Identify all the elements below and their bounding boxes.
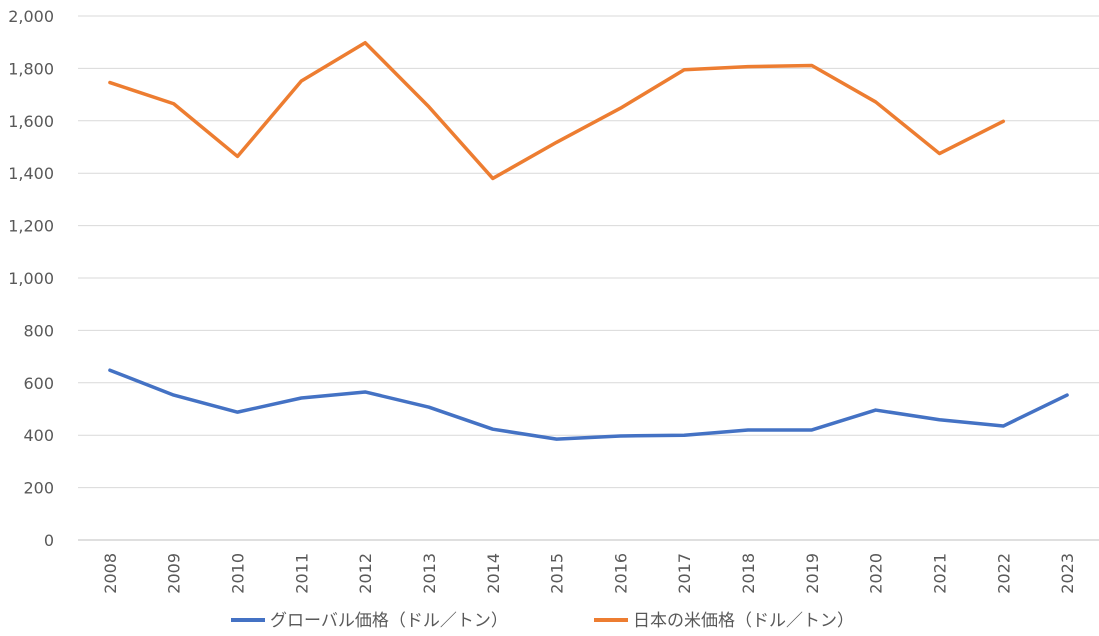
series-lines (108, 40, 1069, 441)
series-line-1 (108, 368, 1069, 441)
series-line-2 (108, 40, 1006, 181)
x-tick-label: 2016 (611, 553, 630, 594)
x-tick-label: 2017 (675, 553, 694, 594)
x-tick-label: 2010 (229, 553, 248, 594)
legend-label: 日本の米価格（ドル／トン） (633, 611, 854, 631)
y-tick-label: 1,400 (8, 164, 54, 183)
x-tick-label: 2009 (165, 553, 184, 594)
x-tick-label: 2015 (548, 553, 567, 594)
x-tick-label: 2014 (484, 553, 503, 594)
x-tick-label: 2008 (101, 553, 120, 594)
x-tick-label: 2021 (930, 553, 949, 594)
y-tick-label: 1,200 (8, 217, 54, 236)
x-tick-label: 2020 (867, 553, 886, 594)
y-tick-label: 1,600 (8, 112, 54, 131)
x-tick-label: 2019 (803, 553, 822, 594)
x-tick-label: 2012 (356, 553, 375, 594)
x-tick-label: 2013 (420, 553, 439, 594)
y-tick-label: 1,000 (8, 269, 54, 288)
gridlines (78, 15, 1099, 541)
x-axis-tick-labels: 2008 2009 2010 2011 2012 2013 2014 2015 2016 2017… (101, 553, 1077, 594)
y-axis-tick-labels: 0 200 400 600 800 1,000 1,200 1,400 1,600 1,800 2,… (8, 7, 54, 550)
x-tick-label: 2022 (994, 553, 1013, 594)
y-tick-label: 800 (23, 321, 54, 340)
x-tick-label: 2023 (1058, 553, 1077, 594)
y-tick-label: 400 (23, 426, 54, 445)
y-tick-label: 1,800 (8, 59, 54, 78)
x-tick-label: 2018 (739, 553, 758, 594)
y-tick-label: 0 (44, 531, 54, 550)
legend: グローバル価格（ドル／トン） 日本の米価格（ドル／トン） (231, 611, 854, 631)
legend-label: グローバル価格（ドル／トン） (270, 611, 508, 631)
y-tick-label: 200 (23, 479, 54, 498)
y-tick-label: 2,000 (8, 7, 54, 26)
x-tick-label: 2011 (292, 553, 311, 594)
y-tick-label: 600 (23, 374, 54, 393)
